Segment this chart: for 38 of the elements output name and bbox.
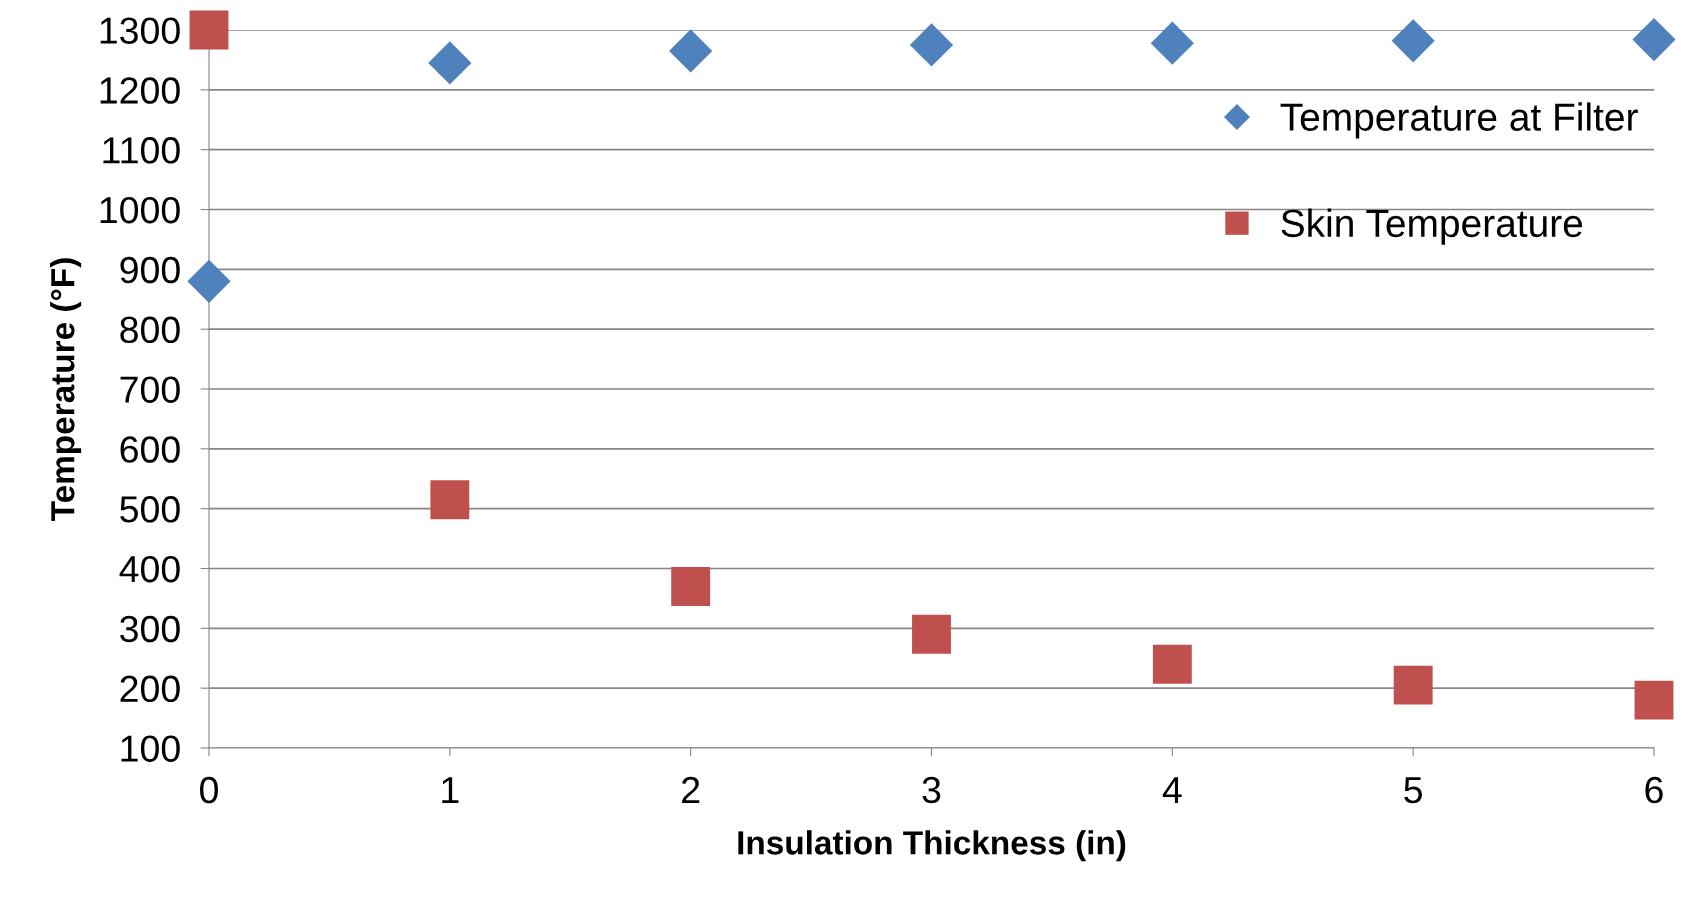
point [1393, 665, 1433, 705]
point [909, 23, 954, 67]
y-tick-label: 1100 [103, 137, 180, 164]
y-tick-label: 900 [120, 256, 180, 284]
y-tick-label: 100 [121, 735, 180, 762]
point [1632, 17, 1676, 62]
y-tick-label: 1200 [100, 77, 180, 104]
point [1152, 644, 1192, 684]
y-axis-title: Temperature (°F) [50, 258, 82, 521]
y-tick-label: 1000 [100, 196, 180, 224]
y-tick-label: 700 [120, 376, 180, 403]
point [189, 10, 229, 50]
legend-label: Temperature at Filter [1280, 102, 1638, 139]
point [912, 614, 951, 654]
point [1391, 19, 1435, 63]
point [669, 29, 713, 73]
point [671, 567, 711, 606]
x-tick-label: 3 [922, 776, 941, 804]
y-tick-label: 500 [120, 496, 180, 523]
y-tick-label: 1300 [100, 17, 180, 44]
x-tick-label: 6 [1645, 776, 1663, 804]
y-tick-label: 800 [120, 316, 180, 344]
point [187, 259, 231, 303]
y-tick-label: 400 [119, 555, 180, 583]
point [428, 41, 472, 85]
y-tick-label: 300 [120, 615, 180, 643]
legend-label: Skin Temperature [1281, 208, 1583, 245]
x-tick-label: 4 [1162, 777, 1182, 803]
point [1634, 680, 1674, 720]
point [430, 480, 470, 520]
x-tick-label: 5 [1404, 777, 1423, 804]
y-tick-label: 600 [120, 436, 180, 463]
x-tick-label: 2 [682, 776, 700, 803]
y-tick-label: 200 [120, 675, 180, 703]
point [1150, 21, 1194, 65]
x-tick-label: 0 [200, 776, 218, 804]
x-tick-label: 1 [442, 777, 459, 803]
x-axis-title: Insulation Thickness (in) [738, 830, 1126, 862]
